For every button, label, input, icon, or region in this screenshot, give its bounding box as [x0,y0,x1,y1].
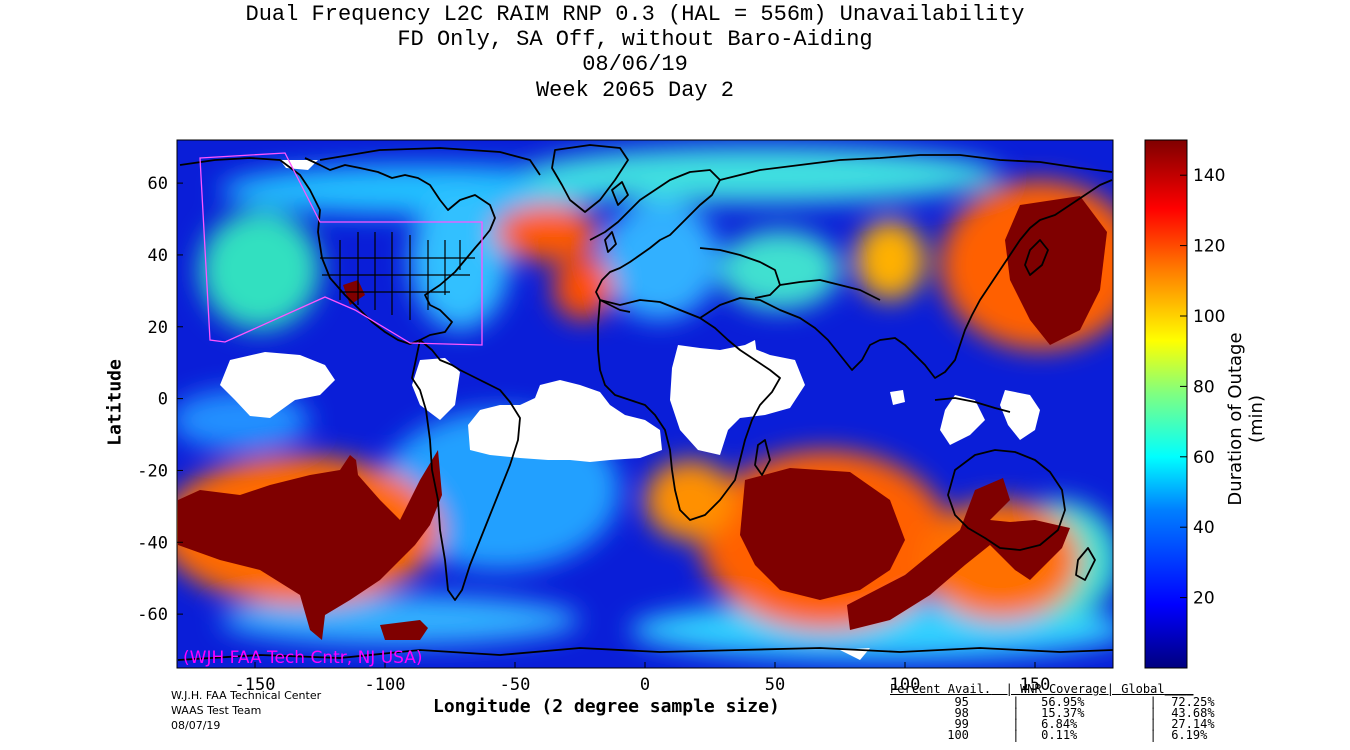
y-tick-label: 40 [148,246,168,266]
y-tick-label: -60 [137,605,168,625]
y-tick-label: 60 [148,174,168,194]
stats-col2-header: WNR Coverage [1020,682,1107,696]
y-tick-label: 20 [148,318,168,338]
title-line-4: Week 2065 Day 2 [535,78,735,103]
service-region-outline [199,152,483,346]
colorbar-ticks: 140 120 100 80 60 40 20 [1180,166,1225,609]
colorbar-tick-label: 100 [1193,307,1225,327]
stats-row: 100 | 0.11% | 6.19% [940,728,1208,742]
colorbar-tick-label: 120 [1193,237,1225,257]
stats-global: 43.68% [1171,706,1215,720]
stats-wnr: 6.84% [1041,717,1099,731]
title-line-2: FD Only, SA Off, without Baro-Aiding [397,27,873,52]
title-line-1: Dual Frequency L2C RAIM RNP 0.3 (HAL = 5… [245,2,1025,27]
outage-field [177,140,1113,668]
state-boundaries [320,232,475,320]
colorbar-tick-label: 80 [1193,377,1215,397]
colorbar-tick-label: 20 [1193,589,1215,609]
watermark-text: (WJH FAA Tech Cntr, NJ USA) [183,648,423,668]
colorbar-tick-label: 140 [1193,166,1225,186]
x-tick-label: 0 [640,675,650,695]
stats-row: 99 | 6.84% | 27.14% [940,717,1215,731]
stats-wnr: 56.95% [1041,695,1099,709]
colorbar-label: Duration of Outage (min) [1225,332,1267,506]
colorbar [1144,139,1188,669]
y-axis-label: Latitude [104,359,126,446]
stats-col1-header: Percent Avail. [890,682,992,696]
stats-row: 98 | 15.37% | 43.68% [940,706,1215,720]
x-axis-label: Longitude (2 degree sample size) [433,696,780,717]
stats-global: 6.19% [1171,728,1208,742]
stats-row: 95 | 56.95% | 72.25% [940,695,1215,709]
y-tick-label: -40 [137,533,168,553]
stats-avail: 95 [940,695,969,709]
stats-avail: 100 [940,728,969,742]
x-tick-label: -150 [235,675,276,695]
stats-global: 27.14% [1171,717,1215,731]
y-tick-label: 0 [158,390,168,410]
x-tick-label: 100 [890,675,921,695]
y-tick-label: -20 [137,461,168,481]
title-line-3: 08/06/19 [582,52,688,77]
coastlines [177,144,1113,661]
stats-col3-header: Global [1121,682,1165,696]
credit-line-3: 08/07/19 [171,719,221,732]
stats-wnr: 0.11% [1041,728,1099,742]
y-axis-ticks: 60 40 20 0 -20 -40 -60 [137,174,183,625]
x-tick-label: -100 [365,675,406,695]
x-tick-label: 50 [765,675,785,695]
credit-line-2: WAAS Test Team [171,704,262,717]
colorbar-tick-label: 40 [1193,518,1215,538]
stats-header: Percent Avail. | WNR Coverage| Global___… [890,682,1194,696]
stats-global: 72.25% [1171,695,1215,709]
stats-avail: 98 [940,706,969,720]
colorbar-tick-label: 60 [1193,448,1215,468]
x-axis-ticks: -150 -100 -50 0 50 100 150 [235,662,1051,695]
stats-wnr: 15.37% [1041,706,1099,720]
credit-line-1: W.J.H. FAA Technical Center [171,689,322,702]
x-tick-label: -50 [500,675,531,695]
x-tick-label: 150 [1020,675,1051,695]
stats-avail: 99 [940,717,969,731]
